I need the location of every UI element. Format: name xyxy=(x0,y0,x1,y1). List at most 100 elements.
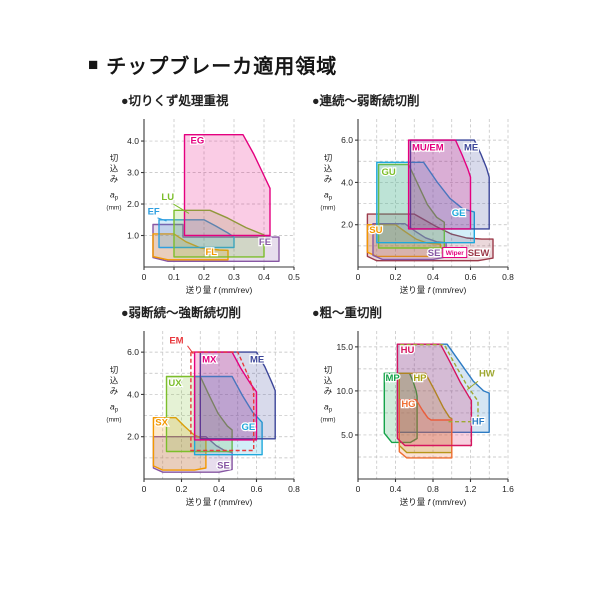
x-axis-label: 送り量 f (mm/rev) xyxy=(186,285,253,295)
y-tick-label: 2.0 xyxy=(127,199,139,209)
chart-panel-continuous-cutting: ●連続〜弱断続切削 SEW SU SE GU GE ME MU/EM Wiper 0 0.2 0.4… xyxy=(312,90,526,298)
wiper-badge xyxy=(442,247,468,259)
region-label-ge: GE xyxy=(452,208,466,219)
page-title-row: ■ チップブレーカ適用領域 xyxy=(88,50,337,79)
region-label-fl: FL xyxy=(206,247,218,258)
x-axis-label: 送り量 f (mm/rev) xyxy=(400,285,467,295)
regions xyxy=(152,351,276,473)
y-axis-label-symbol: ap xyxy=(324,190,333,202)
x-tick-label: 1.2 xyxy=(465,484,477,494)
page-title: チップブレーカ適用領域 xyxy=(106,56,338,78)
x-tick-label: 0.2 xyxy=(176,484,188,494)
x-tick-label: 0.2 xyxy=(390,272,402,282)
y-axis-label-kanji: 込 xyxy=(324,376,333,386)
region-label-hu: HU xyxy=(401,345,415,356)
x-tick-label: 0.4 xyxy=(258,272,270,282)
axes xyxy=(355,119,509,270)
y-axis-label-symbol: ap xyxy=(110,190,119,202)
x-tick-label: 0.5 xyxy=(288,272,300,282)
axes xyxy=(141,331,295,482)
y-tick-label: 2.0 xyxy=(127,432,139,442)
chart-subtitle: ●粗〜重切削 xyxy=(312,306,383,320)
y-axis-label: 切込み ap (mm) xyxy=(320,153,335,212)
y-tick-label: 6.0 xyxy=(341,135,353,145)
region-label-lu: LU xyxy=(161,192,174,203)
region-label-ux: UX xyxy=(168,378,182,389)
wiper-badge-label: Wiper xyxy=(446,250,464,257)
y-tick-label: 5.0 xyxy=(341,430,353,440)
y-axis-label: 切込み ap (mm) xyxy=(106,365,121,424)
x-tick-label: 0 xyxy=(356,272,361,282)
axes xyxy=(141,119,295,270)
y-tick-label: 4.0 xyxy=(341,177,353,187)
region-label-se: SE xyxy=(428,248,441,259)
region-label-mu-em: MU/EM xyxy=(412,143,444,154)
chart-heavy-cutting: HF MP HP HG HU HW 0 0.4 0.8 1.2 1.6 5.0 10.0 15.0 切込みa… xyxy=(320,331,514,507)
region-label-hw: HW xyxy=(479,368,495,379)
y-axis-label-kanji: 切 xyxy=(110,365,119,375)
y-tick-label: 10.0 xyxy=(336,386,353,396)
region-label-hp: HP xyxy=(413,373,427,384)
region-mp xyxy=(383,372,418,444)
x-tick-label: 0 xyxy=(142,272,147,282)
region-label-mx: MX xyxy=(202,355,217,366)
x-tick-label: 0.8 xyxy=(502,272,514,282)
x-tick-label: 1.6 xyxy=(502,484,514,494)
y-tick-label: 4.0 xyxy=(127,389,139,399)
x-tick-label: 0.6 xyxy=(465,272,477,282)
x-tick-label: 0 xyxy=(356,484,361,494)
title-square-icon: ■ xyxy=(88,54,100,74)
chart-subtitle: ●弱断続〜強断続切削 xyxy=(121,306,242,320)
y-axis-label-kanji: 切 xyxy=(324,365,333,375)
region-label-se: SE xyxy=(217,460,230,471)
chart-interrupted-cutting: SE SX UX GE ME MX EM 0 0.2 0.4 0.6 0.8 2.0 4.0 6.0 切込みa… xyxy=(106,331,300,507)
x-axis-label: 送り量 f (mm/rev) xyxy=(400,497,467,507)
region-ge xyxy=(193,375,263,456)
chart-panel-chip-control: ●切りくず処理重視 FE FL EF LU EG 0 0.1 0.2 0.3 0.4 0.5 1.0 2… xyxy=(98,90,312,298)
chart-panel-heavy-cutting: ●粗〜重切削 HF MP HP HG HU HW 0 0.4 0.8 1.2 1.6 5.0 10.0 1… xyxy=(312,302,526,510)
leader-line-ef xyxy=(157,217,167,222)
x-tick-label: 0.4 xyxy=(390,484,402,494)
y-axis-label-kanji: 切 xyxy=(110,153,119,163)
axes xyxy=(355,331,509,482)
y-axis-label-symbol: ap xyxy=(324,402,333,414)
y-tick-label: 4.0 xyxy=(127,136,139,146)
region-ge xyxy=(376,161,475,244)
region-label-me: ME xyxy=(464,143,478,154)
region-label-su: SU xyxy=(369,225,382,236)
chart-subtitle: ●連続〜弱断続切削 xyxy=(312,94,420,108)
y-axis-label-kanji: 切 xyxy=(324,153,333,163)
leader-line-em xyxy=(187,345,194,355)
y-axis-label: 切込み ap (mm) xyxy=(320,365,335,424)
region-hp xyxy=(398,372,453,454)
region-hw xyxy=(400,344,479,423)
x-tick-label: 0.4 xyxy=(213,484,225,494)
y-tick-label: 3.0 xyxy=(127,168,139,178)
y-axis-label-kanji: み xyxy=(324,386,333,396)
x-axis-label: 送り量 f (mm/rev) xyxy=(186,497,253,507)
region-label-ef: EF xyxy=(148,207,160,218)
x-tick-label: 0.8 xyxy=(427,484,439,494)
region-label-me: ME xyxy=(250,355,264,366)
region-label-hg: HG xyxy=(401,399,415,410)
region-label-fe: FE xyxy=(259,237,271,248)
y-axis-label-unit: (mm) xyxy=(320,205,335,212)
region-mu-em xyxy=(407,139,472,230)
y-axis-label-unit: (mm) xyxy=(106,205,121,212)
region-ux xyxy=(165,375,233,453)
x-tick-label: 0.4 xyxy=(427,272,439,282)
x-tick-label: 0.8 xyxy=(288,484,300,494)
x-tick-label: 0.2 xyxy=(198,272,210,282)
chart-panel-interrupted-cutting: ●弱断続〜強断続切削 SE SX UX GE ME MX EM 0 0.2 0.4 0.6 0.8 2.… xyxy=(98,302,312,510)
x-tick-label: 0.3 xyxy=(228,272,240,282)
region-fe xyxy=(152,223,280,262)
y-axis-label-kanji: み xyxy=(110,174,119,184)
y-axis-label: 切込み ap (mm) xyxy=(106,153,121,212)
x-tick-label: 0.1 xyxy=(168,272,180,282)
region-eg xyxy=(183,134,271,237)
y-tick-label: 6.0 xyxy=(127,347,139,357)
region-lu xyxy=(173,209,265,258)
x-tick-label: 0 xyxy=(142,484,147,494)
